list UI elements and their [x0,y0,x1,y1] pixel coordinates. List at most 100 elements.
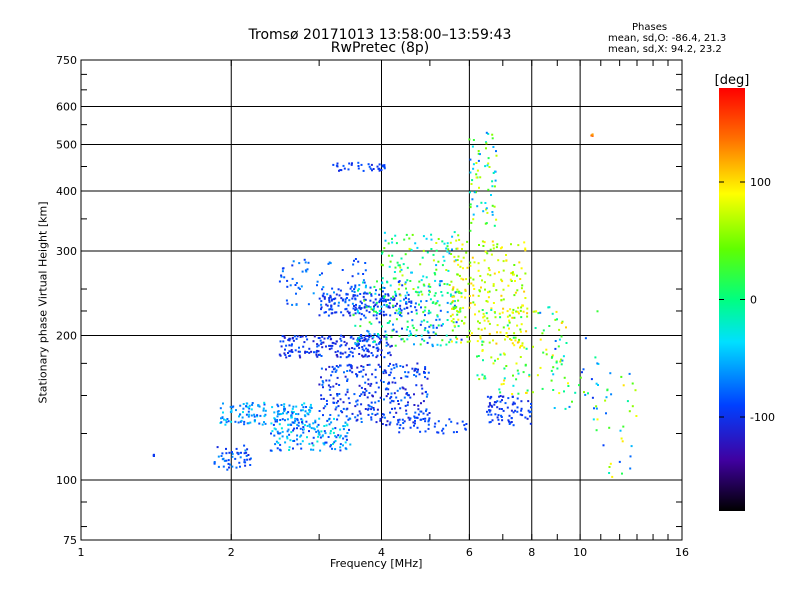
data-point [400,377,403,380]
data-point [333,441,336,444]
data-point [550,379,553,382]
data-point [388,265,391,268]
data-point [373,333,376,336]
data-point [512,401,515,404]
data-point [334,370,337,373]
data-point [370,308,373,311]
data-point [303,341,306,344]
data-point [366,329,369,332]
data-point [501,246,503,249]
data-point [369,286,372,289]
data-point [514,291,517,294]
data-point [526,315,529,318]
data-point [428,289,431,292]
data-point [427,371,430,374]
data-point [281,418,284,421]
data-point [356,403,359,406]
data-point [224,419,227,422]
data-point [471,198,474,201]
data-point [317,350,320,353]
data-point [483,327,486,330]
data-point [350,335,353,338]
data-point [500,416,503,418]
data-point [360,313,363,316]
data-point [318,383,321,386]
data-point [528,375,531,378]
data-point [362,295,365,298]
data-point [385,344,388,347]
data-point [398,307,400,310]
data-point [220,417,222,420]
data-point [386,420,389,423]
data-point [437,260,440,263]
data-point [592,418,595,421]
data-point [320,367,323,370]
data-point [288,355,291,357]
data-point [410,249,413,252]
data-point [401,337,404,340]
data-point [276,410,279,413]
data-point [274,443,277,446]
data-point [346,423,349,426]
data-point [500,408,503,410]
data-point [442,427,445,430]
data-point [512,308,515,311]
data-point [539,366,542,369]
data-point [453,324,456,327]
data-point [452,306,455,309]
data-point [383,398,385,401]
data-point [505,254,507,256]
data-point [221,417,224,419]
data-point [411,324,414,327]
data-point [530,402,532,405]
data-point [521,284,524,287]
data-point [376,349,379,352]
data-point [528,373,531,376]
data-point [329,335,332,338]
data-point [307,413,310,416]
data-point [482,245,485,247]
data-point [506,406,509,409]
data-point [387,294,390,297]
data-point [335,365,338,367]
data-point [534,327,537,329]
data-point [243,420,246,423]
data-point [310,407,313,409]
data-point [389,421,392,424]
data-point [387,305,390,308]
data-point [227,420,230,423]
data-point [449,338,452,341]
data-point [512,402,515,405]
data-point [472,301,475,304]
data-point [552,366,555,369]
data-point [353,347,356,350]
data-point [306,436,308,439]
data-point [414,411,417,414]
data-point [450,280,453,283]
data-point [231,452,234,455]
data-point [248,407,251,410]
data-point [352,294,355,297]
data-point [368,363,371,366]
data-point [322,286,325,289]
data-point [328,308,331,311]
data-point [367,413,370,416]
data-point [394,266,397,269]
data-point [415,312,418,315]
data-point [489,403,492,406]
data-point [441,240,444,243]
data-point [481,240,484,243]
data-point [395,242,398,245]
data-point [510,272,513,275]
data-point [434,292,437,295]
data-point [296,423,299,426]
data-point [494,359,496,362]
data-point [378,342,380,345]
data-point [370,405,373,408]
data-point [286,302,289,305]
data-point [348,312,351,315]
data-point [494,316,497,319]
data-point [404,294,407,297]
data-point [234,457,237,460]
data-point [362,279,365,282]
